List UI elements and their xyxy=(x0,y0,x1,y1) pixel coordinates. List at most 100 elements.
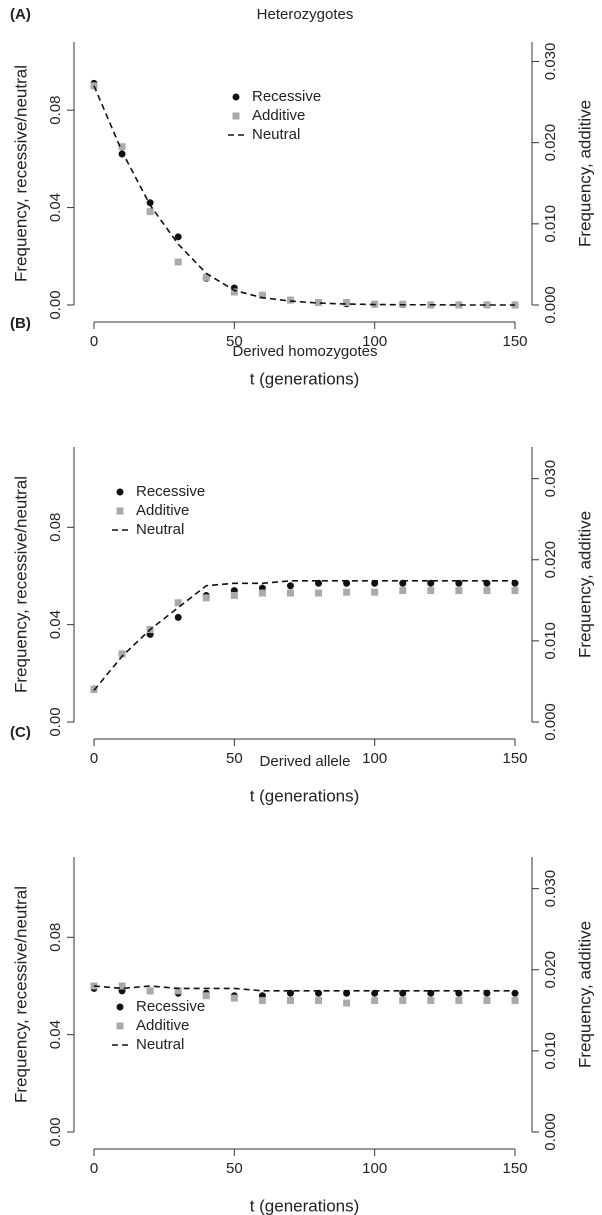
legend-label: Additive xyxy=(252,107,305,124)
point xyxy=(371,588,379,596)
y2-tick-label: 0.010 xyxy=(542,1032,559,1070)
y2-tick-label: 0.020 xyxy=(542,541,559,579)
x-tick-label: 50 xyxy=(226,333,243,350)
point xyxy=(511,997,519,1005)
x-tick-label: 0 xyxy=(90,1160,98,1177)
point xyxy=(483,587,491,595)
point xyxy=(343,299,351,307)
point xyxy=(483,997,491,1005)
series-line xyxy=(93,985,515,992)
x-tick-label: 100 xyxy=(362,1160,387,1177)
y2-axis-label: Frequency, additive xyxy=(575,100,594,247)
y2-tick-label: 0.010 xyxy=(542,205,559,243)
point xyxy=(455,301,463,309)
legend-symbol xyxy=(116,1022,124,1030)
x-tick-label: 100 xyxy=(362,333,387,350)
point xyxy=(202,273,210,281)
x-tick-label: 150 xyxy=(502,333,527,350)
point xyxy=(315,997,323,1005)
point xyxy=(202,992,210,1000)
point xyxy=(174,599,182,607)
y2-axis-label: Frequency, additive xyxy=(575,921,594,1068)
y2-tick-label: 0.020 xyxy=(542,124,559,162)
point xyxy=(286,582,294,590)
x-axis-label: t (generations) xyxy=(250,1196,360,1215)
legend-label: Recessive xyxy=(252,88,321,105)
x-tick-label: 0 xyxy=(90,333,98,350)
legend-symbol xyxy=(116,1003,124,1011)
x-axis-label: t (generations) xyxy=(250,369,360,388)
point xyxy=(118,143,126,151)
legend-symbol xyxy=(232,93,240,101)
point xyxy=(427,997,435,1005)
point xyxy=(343,588,351,596)
point xyxy=(258,997,266,1005)
legend: Recessive Additive Neutral xyxy=(112,998,205,1053)
point xyxy=(286,997,294,1005)
point xyxy=(315,589,323,597)
chart-title: Derived allele xyxy=(260,753,351,770)
y2-tick-label: 0.000 xyxy=(542,286,559,324)
legend-label: Recessive xyxy=(136,483,205,500)
legend-symbol xyxy=(232,112,240,120)
point xyxy=(483,301,491,309)
point xyxy=(455,997,463,1005)
x-tick-label: 0 xyxy=(90,750,98,767)
legend-label: Additive xyxy=(136,1017,189,1034)
point xyxy=(343,999,351,1007)
point xyxy=(286,296,294,304)
point xyxy=(258,291,266,299)
point xyxy=(202,594,210,602)
point xyxy=(174,613,182,621)
point xyxy=(258,589,266,597)
point xyxy=(174,233,182,241)
point xyxy=(230,591,238,599)
y2-tick-label: 0.000 xyxy=(542,1113,559,1151)
y-tick-label: 0.04 xyxy=(47,610,64,639)
legend-label: Additive xyxy=(136,502,189,519)
point xyxy=(174,987,182,995)
point xyxy=(399,587,407,595)
y2-tick-label: 0.030 xyxy=(542,43,559,81)
point xyxy=(174,258,182,266)
y-tick-label: 0.04 xyxy=(47,1020,64,1049)
point xyxy=(118,650,126,658)
x-tick-label: 150 xyxy=(502,750,527,767)
y2-tick-label: 0.010 xyxy=(542,622,559,660)
point xyxy=(286,589,294,597)
point xyxy=(455,587,463,595)
y-tick-label: 0.00 xyxy=(47,1117,64,1146)
y2-axis-label: Frequency, additive xyxy=(575,511,594,658)
y-tick-label: 0.00 xyxy=(47,707,64,736)
point xyxy=(399,997,407,1005)
point xyxy=(315,299,323,307)
y2-tick-label: 0.030 xyxy=(542,460,559,498)
panel-label: (C) xyxy=(10,724,31,741)
point xyxy=(511,587,519,595)
y-axis-label: Frequency, recessive/neutral xyxy=(11,65,30,282)
x-tick-label: 150 xyxy=(502,1160,527,1177)
panel: (A) Heterozygotes 0.00 0.04 0.08 Frequency, r… xyxy=(10,6,594,389)
x-tick-label: 50 xyxy=(226,750,243,767)
point xyxy=(511,989,519,997)
point xyxy=(146,208,154,216)
legend-symbol xyxy=(116,507,124,515)
legend-symbol xyxy=(116,488,124,496)
y2-tick-label: 0.020 xyxy=(542,951,559,989)
x-tick-label: 50 xyxy=(226,1160,243,1177)
point xyxy=(427,587,435,595)
legend-label: Neutral xyxy=(252,126,300,143)
y-tick-label: 0.08 xyxy=(47,923,64,952)
legend-label: Neutral xyxy=(136,521,184,538)
point xyxy=(371,997,379,1005)
x-tick-label: 100 xyxy=(362,750,387,767)
legend: Recessive Additive Neutral xyxy=(112,483,205,538)
chart-title: Heterozygotes xyxy=(257,6,354,23)
chart-title: Derived homozygotes xyxy=(232,343,377,360)
point xyxy=(146,199,154,207)
point xyxy=(118,150,126,158)
point xyxy=(230,994,238,1002)
y-axis-label: Frequency, recessive/neutral xyxy=(11,476,30,693)
